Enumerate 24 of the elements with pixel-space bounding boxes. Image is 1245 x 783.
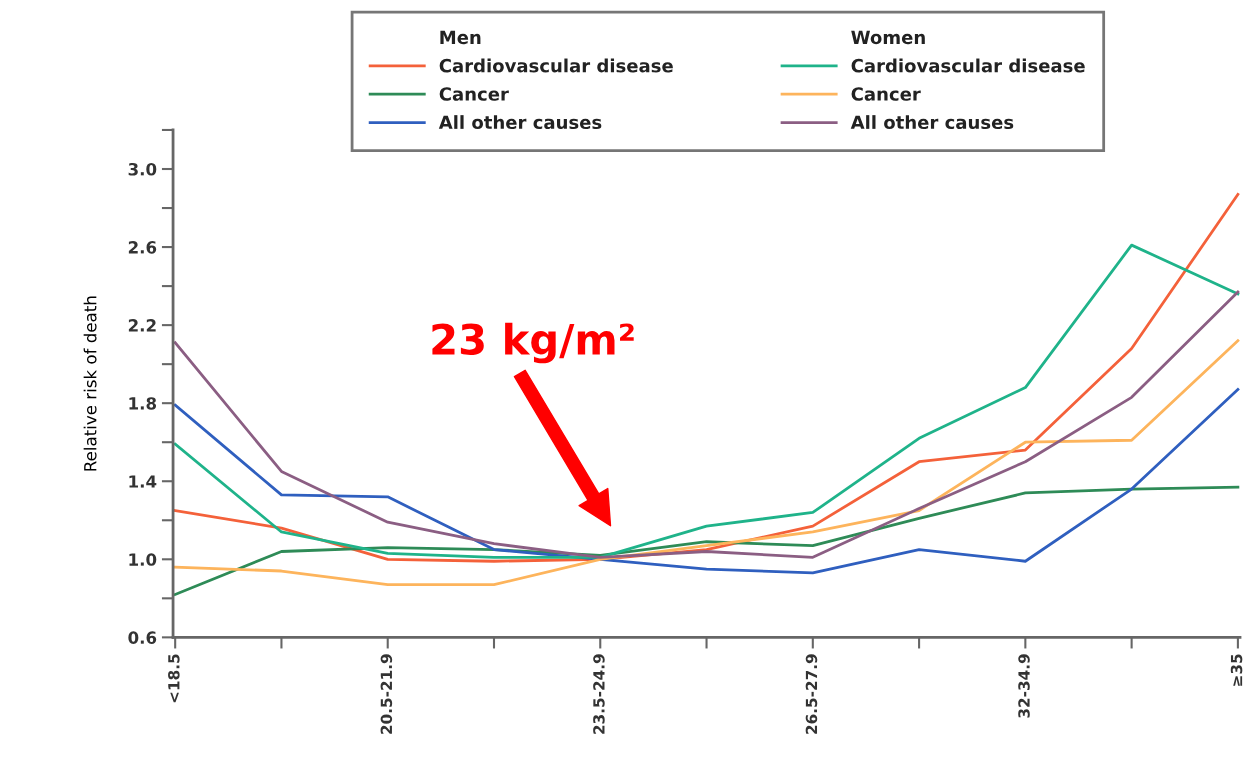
legend-label: Cardiovascular disease [851,58,1085,73]
legend-label: Cardiovascular disease [439,58,673,73]
text: 3.0 [128,162,157,176]
legend-label: Cancer [439,87,509,101]
x-tick-label: 20.5-21.9 [380,654,393,734]
x-tick-label: 26.5-27.9 [805,654,818,734]
x-tick-label: ≥35 [1230,654,1243,686]
line-series [173,388,1240,575]
annotation: 23 kg/m² [432,322,634,364]
y-tick-label: 2.2 [128,319,156,332]
x-tick-label: 23.5-24.9 [593,654,605,734]
x-tick-label: 32-34.9 [1018,654,1030,718]
y-tick-label: 1.8 [129,397,157,410]
text: Women [851,30,925,45]
legend-label: All other causes [438,115,602,130]
y-axis-title: Relative risk of death [83,296,97,471]
y-tick-label: 0.6 [128,631,157,644]
text: 1.0 [129,553,157,566]
legend-label: All other causes [850,115,1014,130]
legend-label: Cancer [851,87,921,101]
x-tick-label: <18.5 [168,654,180,703]
y-tick-label: 2.6 [128,241,157,254]
text: Men [440,30,481,45]
y-tick-label: 1.4 [129,475,157,488]
